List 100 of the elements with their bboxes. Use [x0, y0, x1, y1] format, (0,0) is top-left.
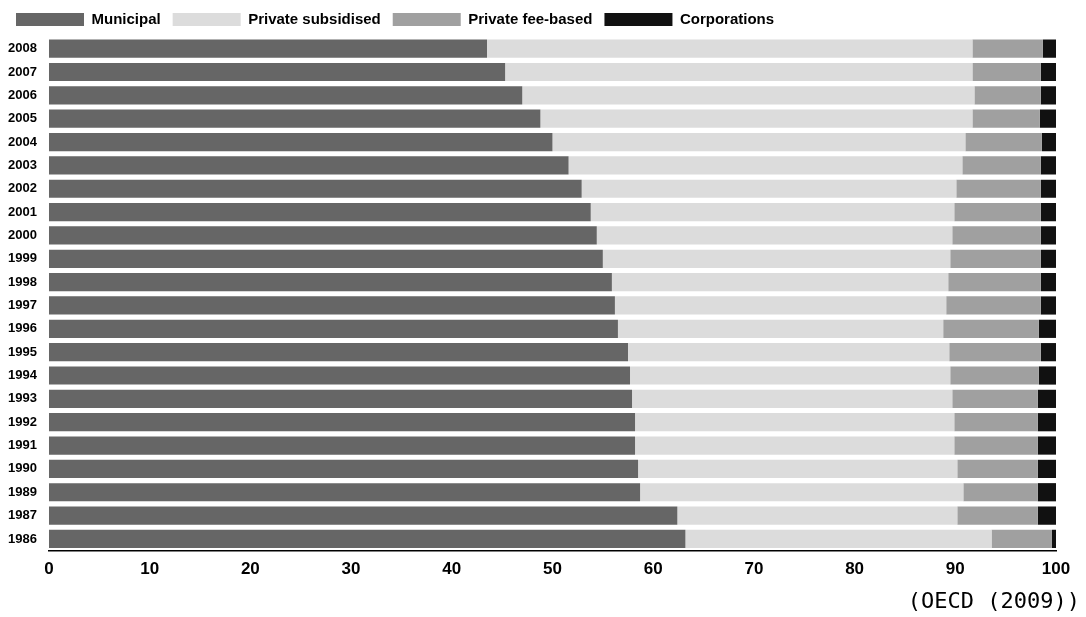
bar [974, 86, 1041, 105]
bar [1040, 156, 1056, 175]
bar [1039, 109, 1056, 128]
bar [1040, 273, 1056, 292]
bar [957, 506, 1038, 525]
bar [685, 529, 992, 549]
y-tick-label: 1995 [8, 343, 37, 359]
bar [1040, 202, 1056, 222]
x-tick-label: 80 [845, 559, 865, 579]
x-tick-label: 40 [442, 559, 462, 579]
y-tick-label: 1991 [8, 437, 37, 453]
bar [943, 319, 1039, 338]
y-tick-label: 1997 [8, 297, 37, 313]
bar [952, 226, 1041, 245]
bar [1037, 413, 1056, 432]
y-tick-label: 2005 [8, 110, 37, 126]
bar [1040, 343, 1056, 362]
bar [635, 436, 955, 455]
bar [1042, 39, 1056, 58]
bar [950, 249, 1041, 268]
bar [1037, 506, 1056, 525]
bar [954, 202, 1041, 222]
bar [48, 459, 639, 478]
bar [48, 249, 603, 268]
bar [48, 319, 618, 338]
bar [991, 529, 1052, 549]
y-tick-label: 2000 [8, 227, 37, 243]
bar [602, 249, 951, 268]
bar [48, 413, 636, 432]
y-tick-label: 1987 [8, 507, 37, 523]
bar [946, 296, 1041, 315]
bar [48, 296, 615, 315]
bar [48, 156, 569, 175]
bar [972, 39, 1043, 58]
text: (OECD (2009)) [907, 587, 1080, 613]
bar [617, 319, 944, 338]
bar [48, 436, 636, 455]
bar [48, 506, 678, 525]
bar [48, 86, 523, 105]
y-tick-label: 2002 [8, 180, 37, 196]
bar [1038, 366, 1056, 385]
bar [614, 296, 947, 315]
bar [581, 179, 957, 198]
x-tick-label: 50 [543, 559, 562, 579]
bar [1040, 62, 1056, 82]
bar [957, 459, 1038, 478]
x-tick-label: 90 [945, 559, 965, 579]
bar [48, 226, 597, 245]
x-tick-label: 20 [240, 559, 260, 579]
bar [948, 273, 1041, 292]
x-tick-label: 30 [341, 559, 361, 579]
bar [1040, 179, 1056, 198]
bar [635, 413, 955, 432]
y-tick-label: 1989 [8, 483, 37, 499]
bar [1038, 319, 1056, 338]
y-tick-label: 1993 [8, 390, 37, 406]
bar [627, 343, 950, 362]
bar [48, 529, 686, 549]
bar [954, 436, 1038, 455]
legend-label: Private fee-based [468, 9, 593, 27]
bar [1037, 436, 1056, 455]
bar [48, 389, 633, 408]
bar [632, 389, 953, 408]
bar [48, 109, 541, 128]
bar [48, 366, 631, 385]
bar [1037, 459, 1056, 478]
bar [949, 343, 1041, 362]
x-tick-label: 70 [744, 559, 764, 579]
y-tick-label: 2004 [8, 133, 38, 149]
bar [640, 483, 964, 502]
bar [1040, 296, 1056, 315]
bar [568, 156, 963, 175]
bar [972, 62, 1041, 82]
bar [48, 132, 553, 152]
bar [611, 273, 949, 292]
y-tick-label: 1998 [8, 273, 37, 289]
y-tick-label: 2001 [8, 203, 37, 219]
bar [48, 273, 612, 292]
bar [972, 109, 1040, 128]
y-tick-label: 1992 [8, 413, 37, 429]
bar [638, 459, 958, 478]
legend-label: Municipal [91, 9, 161, 27]
y-tick-label: 1994 [8, 367, 38, 383]
x-tick-label: 10 [140, 559, 160, 579]
y-tick-label: 1990 [8, 460, 37, 476]
bar [677, 506, 958, 525]
bar [48, 179, 582, 198]
y-tick-label: 2006 [8, 86, 37, 102]
legend-label: Corporations [679, 9, 775, 27]
bar [630, 366, 951, 385]
bar [48, 202, 591, 222]
bar [965, 132, 1042, 152]
bar [1041, 132, 1056, 152]
bar [552, 132, 966, 152]
bar [505, 62, 973, 82]
bar [963, 483, 1038, 502]
y-tick-label: 2008 [8, 40, 37, 56]
x-tick-label: 0 [44, 559, 54, 579]
y-tick-label: 2007 [8, 63, 37, 79]
bar [1040, 226, 1056, 245]
